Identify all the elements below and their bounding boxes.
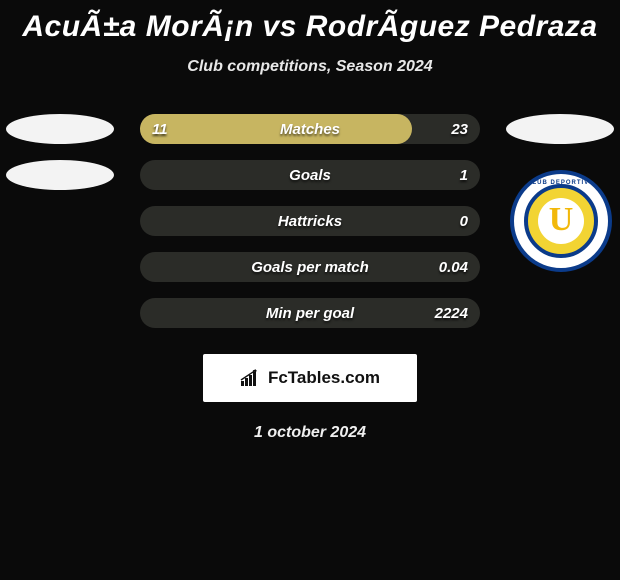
club-badge-arc-text: CLUB DEPORTIVO bbox=[527, 180, 595, 186]
date-text: 1 october 2024 bbox=[0, 424, 620, 442]
stat-pill: Min per goal 2224 bbox=[140, 298, 480, 328]
brand-footer[interactable]: FcTables.com bbox=[203, 354, 417, 402]
comparison-table: 11 Matches 23 Goals 1 Hattricks 0 Goals per mat… bbox=[0, 106, 620, 336]
stat-row: Min per goal 2224 bbox=[0, 290, 620, 336]
subtitle: Club competitions, Season 2024 bbox=[0, 58, 620, 76]
brand-text: FcTables.com bbox=[268, 368, 380, 388]
stat-fill-left bbox=[140, 114, 412, 144]
page-title: AcuÃ±a MorÃ¡n vs RodrÃ­guez Pedraza bbox=[0, 0, 620, 44]
stat-pill: Hattricks 0 bbox=[140, 206, 480, 236]
stat-value-left: 11 bbox=[152, 121, 168, 138]
stat-row: 11 Matches 23 bbox=[0, 106, 620, 152]
club-badge: CLUB DEPORTIVO U bbox=[510, 170, 612, 272]
stat-value-right: 0 bbox=[460, 213, 468, 230]
stat-value-right: 1 bbox=[460, 167, 468, 184]
stat-pill: 11 Matches 23 bbox=[140, 114, 480, 144]
stat-label: Goals per match bbox=[251, 259, 369, 276]
stat-label: Goals bbox=[289, 167, 331, 184]
stat-label: Matches bbox=[280, 121, 340, 138]
stat-pill: Goals per match 0.04 bbox=[140, 252, 480, 282]
club-badge-letter: U bbox=[549, 201, 574, 239]
bar-chart-icon bbox=[240, 369, 262, 387]
stat-value-right: 2224 bbox=[435, 305, 468, 322]
stat-value-right: 23 bbox=[451, 121, 468, 138]
player-oval-left bbox=[6, 160, 114, 190]
stat-pill: Goals 1 bbox=[140, 160, 480, 190]
player-oval-left bbox=[6, 114, 114, 144]
player-oval-right bbox=[506, 114, 614, 144]
stat-label: Min per goal bbox=[266, 305, 354, 322]
stat-label: Hattricks bbox=[278, 213, 342, 230]
stat-value-right: 0.04 bbox=[439, 259, 468, 276]
